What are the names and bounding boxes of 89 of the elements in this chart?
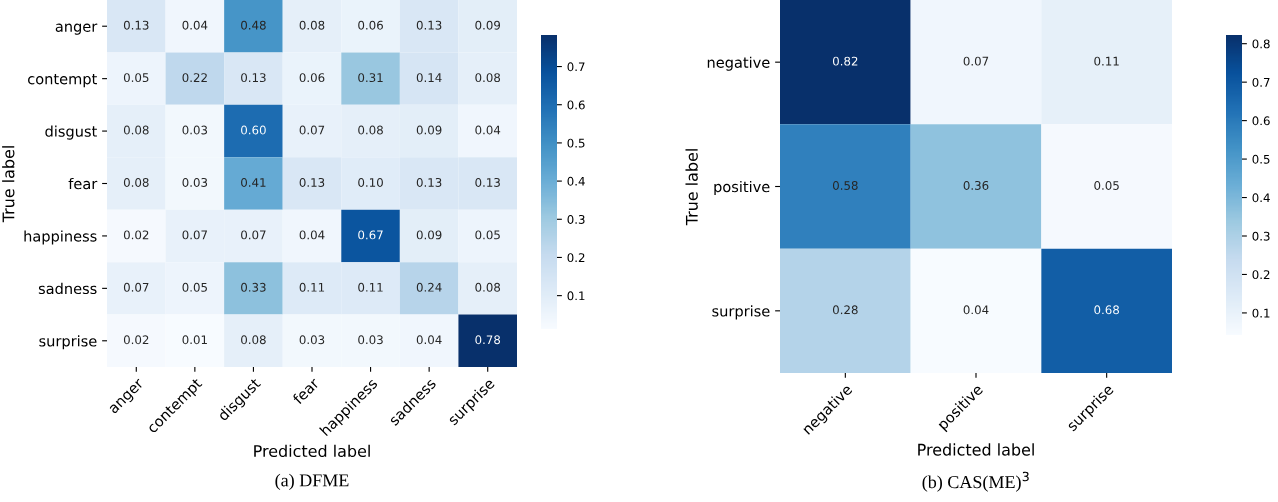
data-label: 0.07: [123, 282, 149, 292]
data-label: 0.13: [241, 73, 266, 83]
y-tick-label: negative: [707, 56, 770, 71]
data-label: 0.08: [241, 335, 266, 345]
data-label: 0.06: [358, 20, 383, 30]
data-label: 0.24: [416, 282, 442, 292]
color-bar-label: 0.7: [1252, 77, 1270, 87]
data-label: 0.09: [416, 230, 442, 240]
data-label: 0.05: [123, 73, 149, 83]
data-label: 0.06: [299, 73, 325, 83]
color-bar-label: 0.6: [1252, 116, 1270, 126]
text: (a) DFME: [275, 473, 349, 491]
data-label: 0.11: [1094, 56, 1119, 66]
color-bar-label: 0.5: [1252, 154, 1270, 164]
y-axis-title: True label: [685, 149, 698, 226]
color-bar-label: 0.6: [567, 100, 585, 110]
color-bar-label: 0.3: [1252, 231, 1270, 241]
y-tick-label: positive: [714, 180, 770, 196]
data-label: 0.08: [123, 125, 149, 135]
data-label: 0.08: [299, 20, 325, 30]
data-label: 0.04: [963, 305, 989, 315]
data-label: 0.02: [123, 230, 149, 240]
color-bar-label: 0.1: [567, 291, 585, 301]
data-label: 0.60: [241, 125, 266, 135]
data-label: 0.08: [475, 282, 501, 292]
data-label: 0.31: [358, 73, 383, 83]
color-bar-label: 0.5: [567, 138, 585, 148]
data-label: 0.11: [358, 282, 383, 292]
color-bar-label: 0.1: [1252, 308, 1270, 318]
data-label: 0.05: [1094, 181, 1119, 190]
data-label: 0.04: [475, 125, 501, 135]
data-label: 0.07: [299, 125, 325, 135]
data-label: 0.05: [475, 230, 500, 240]
data-label: 0.68: [1094, 305, 1119, 315]
data-label: 0.28: [832, 305, 858, 315]
data-label: 0.41: [241, 178, 266, 187]
data-label: 0.11: [299, 282, 325, 292]
data-label: 0.08: [475, 73, 501, 83]
data-label: 0.78: [475, 335, 501, 345]
data-label: 0.04: [182, 20, 208, 30]
data-label: 0.09: [475, 20, 501, 30]
data-label: 0.03: [299, 335, 325, 345]
data-label: 0.13: [475, 178, 500, 187]
data-label: 0.01: [182, 335, 207, 345]
data-label: 0.07: [963, 56, 989, 66]
data-label: 0.03: [358, 335, 383, 345]
data-label: 0.58: [832, 181, 858, 190]
data-label: 0.08: [123, 178, 149, 187]
y-tick-label: contempt: [28, 73, 97, 88]
data-label: 0.22: [182, 73, 207, 83]
x-axis-title: Predicted label: [918, 443, 1034, 456]
y-axis-title: True label: [2, 146, 15, 223]
y-tick-label: surprise: [39, 335, 97, 350]
data-label: 0.08: [358, 125, 383, 135]
data-label: 0.10: [358, 178, 383, 187]
data-label: 0.13: [123, 20, 149, 30]
data-label: 0.48: [241, 20, 266, 30]
data-label: 0.36: [963, 181, 989, 190]
color-bar-label: 0.4: [1252, 193, 1270, 203]
y-tick-label: anger: [55, 23, 98, 35]
data-label: 0.07: [182, 230, 207, 240]
color-bar-label: 0.2: [1252, 270, 1270, 280]
data-label: 0.33: [241, 282, 266, 292]
color-bar-label: 0.3: [567, 215, 585, 224]
color-bar-label: 0.8: [1252, 39, 1270, 49]
data-label: 0.04: [299, 230, 325, 240]
color-bar-label: 0.4: [567, 176, 585, 186]
data-label: 0.07: [241, 230, 266, 240]
data-label: 0.03: [182, 125, 208, 135]
data-label: 0.82: [832, 56, 858, 66]
data-label: 0.02: [123, 335, 149, 345]
data-label: 0.13: [299, 178, 325, 187]
x-axis-title: Predicted label: [254, 444, 370, 458]
data-label: 0.04: [416, 335, 442, 345]
data-label: 0.67: [358, 230, 383, 240]
data-label: 0.14: [416, 73, 442, 83]
y-tick-label: surprise: [712, 305, 770, 320]
y-tick-label: sadness: [38, 282, 97, 295]
color-bar-label: 0.2: [567, 253, 585, 263]
y-tick-label: fear: [68, 177, 98, 190]
data-label: 0.13: [416, 178, 442, 187]
data-label: 0.05: [182, 282, 207, 292]
data-label: 0.03: [182, 178, 208, 187]
y-tick-label: disgust: [45, 125, 97, 140]
data-label: 0.09: [416, 125, 442, 135]
y-tick-label: happiness: [24, 230, 97, 245]
color-bar-label: 0.7: [567, 62, 585, 72]
text: (b) CAS(ME)$^{3}$: [922, 471, 1029, 492]
data-label: 0.13: [416, 20, 442, 30]
